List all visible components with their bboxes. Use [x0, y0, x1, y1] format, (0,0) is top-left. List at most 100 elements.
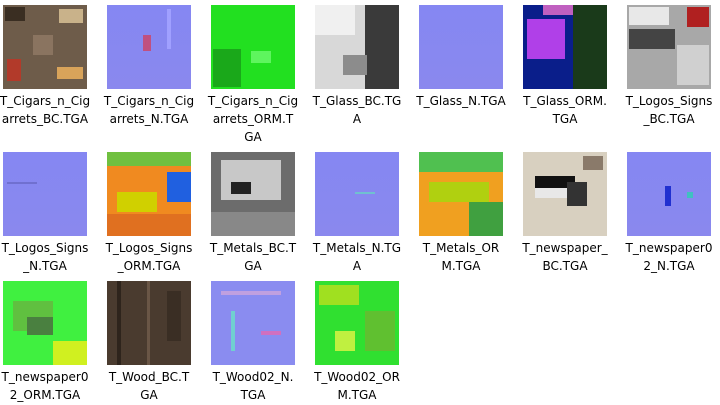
- file-name-line: T_Cigars_n_Cig: [207, 94, 299, 108]
- file-name-line: T_Logos_Signs: [1, 241, 89, 255]
- thumbnail-detail: [221, 291, 281, 295]
- file-name-line: A: [352, 259, 362, 273]
- thumbnail-detail: [315, 5, 355, 35]
- thumbnail-detail: [53, 341, 87, 365]
- file-name: T_Logos_Signs _N.TGA: [0, 239, 93, 275]
- thumbnail-detail: [167, 172, 191, 202]
- thumbnail-detail: [419, 152, 503, 172]
- file-name: T_Glass_N.TGA: [413, 92, 509, 110]
- file-name-line: _BC.TGA: [643, 112, 695, 126]
- thumbnail-detail: [335, 331, 355, 351]
- file-name: T_Metals_N.TG A: [309, 239, 405, 275]
- file-name-line: 2_ORM.TGA: [9, 388, 81, 402]
- thumbnail-detail: [107, 214, 191, 236]
- thumbnail-detail: [355, 192, 375, 194]
- file-name: T_Wood02_N. TGA: [205, 368, 301, 404]
- file-name: T_Logos_Signs _BC.TGA: [621, 92, 717, 128]
- file-item[interactable]: T_Glass_N.TGA: [413, 5, 509, 110]
- file-name-line: T_Logos_Signs: [625, 94, 713, 108]
- thumbnail-detail: [677, 45, 709, 85]
- thumbnail-detail: [573, 5, 607, 89]
- file-name: T_Metals_OR M.TGA: [413, 239, 509, 275]
- thumbnail-detail: [57, 67, 83, 79]
- thumbnail: [211, 152, 295, 236]
- thumbnail-detail: [535, 188, 575, 198]
- file-name-line: arrets_N.TGA: [109, 112, 189, 126]
- file-name-line: T_Metals_OR: [422, 241, 500, 255]
- file-item[interactable]: T_newspaper_ BC.TGA: [517, 152, 613, 275]
- file-item[interactable]: T_Metals_BC.T GA: [205, 152, 301, 275]
- thumbnail-detail: [583, 156, 603, 170]
- thumbnail: [315, 281, 399, 365]
- thumbnail-detail: [107, 152, 191, 166]
- file-name-line: BC.TGA: [542, 259, 588, 273]
- file-name-line: T_Glass_N.TGA: [416, 94, 506, 108]
- file-name-line: T_newspaper_: [522, 241, 608, 255]
- file-name-line: T_Metals_BC.T: [209, 241, 297, 255]
- file-name-line: T_Wood02_N.: [212, 370, 294, 384]
- thumbnail-detail: [629, 29, 675, 49]
- file-item[interactable]: T_Wood02_N. TGA: [205, 281, 301, 404]
- thumbnail-detail: [147, 281, 150, 365]
- file-item[interactable]: T_newspaper0 2_N.TGA: [621, 152, 717, 275]
- file-item[interactable]: T_Logos_Signs _N.TGA: [0, 152, 93, 275]
- file-name: T_newspaper_ BC.TGA: [517, 239, 613, 275]
- file-name: T_Cigars_n_Cig arrets_ORM.T GA: [205, 92, 301, 146]
- thumbnail-detail: [527, 19, 565, 59]
- file-name-line: T_Logos_Signs: [105, 241, 193, 255]
- thumbnail: [523, 152, 607, 236]
- file-item[interactable]: T_Metals_OR M.TGA: [413, 152, 509, 275]
- thumbnail-detail: [143, 35, 151, 51]
- file-item[interactable]: T_Cigars_n_Cig arrets_N.TGA: [101, 5, 197, 128]
- thumbnail-detail: [543, 5, 573, 15]
- file-item[interactable]: T_Metals_N.TG A: [309, 152, 405, 275]
- file-name-line: GA: [244, 130, 262, 144]
- file-name: T_Logos_Signs _ORM.TGA: [101, 239, 197, 275]
- file-name-line: TGA: [552, 112, 578, 126]
- thumbnail: [419, 152, 503, 236]
- file-name-line: TGA: [240, 388, 266, 402]
- file-item[interactable]: T_Wood02_OR M.TGA: [309, 281, 405, 404]
- thumbnail: [523, 5, 607, 89]
- thumbnail-detail: [629, 7, 669, 25]
- file-item[interactable]: T_Cigars_n_Cig arrets_ORM.T GA: [205, 5, 301, 146]
- file-name-line: T_Cigars_n_Cig: [0, 94, 91, 108]
- thumbnail-detail: [221, 160, 281, 200]
- thumbnail-detail: [59, 9, 83, 23]
- file-item[interactable]: T_Glass_BC.TG A: [309, 5, 405, 128]
- thumbnail: [3, 152, 87, 236]
- file-name-line: arrets_ORM.T: [212, 112, 294, 126]
- file-name-line: T_Metals_N.TG: [312, 241, 402, 255]
- thumbnail-detail: [167, 9, 171, 49]
- thumbnail: [107, 5, 191, 89]
- file-name-line: M.TGA: [441, 259, 481, 273]
- thumbnail-detail: [365, 5, 399, 89]
- file-name-line: A: [352, 112, 362, 126]
- thumbnail-detail: [7, 59, 21, 81]
- file-name: T_Wood_BC.T GA: [101, 368, 197, 404]
- file-name-line: T_Glass_ORM.: [523, 94, 607, 108]
- thumbnail: [3, 5, 87, 89]
- file-name-line: T_Wood_BC.T: [108, 370, 190, 384]
- thumbnail-detail: [687, 7, 709, 27]
- thumbnail-detail: [5, 7, 25, 21]
- file-item[interactable]: T_Logos_Signs _BC.TGA: [621, 5, 717, 128]
- thumbnail: [107, 152, 191, 236]
- thumbnail-detail: [665, 186, 671, 206]
- file-name: T_Glass_ORM. TGA: [517, 92, 613, 128]
- file-item[interactable]: T_Wood_BC.T GA: [101, 281, 197, 404]
- file-item[interactable]: T_Cigars_n_Cig arrets_BC.TGA: [0, 5, 93, 128]
- thumbnail-detail: [365, 311, 395, 351]
- thumbnail-detail: [251, 51, 271, 63]
- file-name-line: M.TGA: [337, 388, 377, 402]
- thumbnail: [3, 281, 87, 365]
- thumbnail-detail: [687, 192, 693, 198]
- file-item[interactable]: T_Glass_ORM. TGA: [517, 5, 613, 128]
- file-name: T_Glass_BC.TG A: [309, 92, 405, 128]
- file-item[interactable]: T_newspaper0 2_ORM.TGA: [0, 281, 93, 404]
- file-name: T_newspaper0 2_N.TGA: [621, 239, 717, 275]
- file-name-line: T_Wood02_OR: [314, 370, 400, 384]
- file-name: T_newspaper0 2_ORM.TGA: [0, 368, 93, 404]
- file-item[interactable]: T_Logos_Signs _ORM.TGA: [101, 152, 197, 275]
